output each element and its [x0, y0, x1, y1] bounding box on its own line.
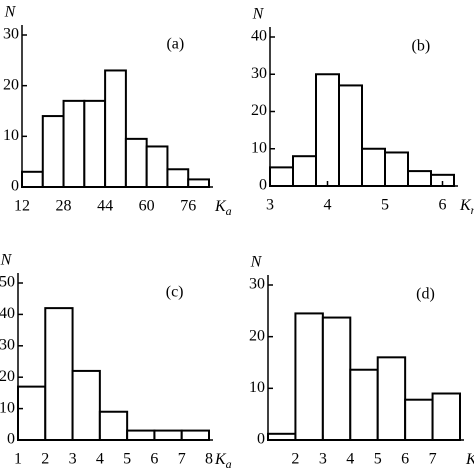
bar — [315, 73, 340, 187]
bar — [71, 369, 101, 442]
y-tick-label: 10 — [0, 399, 15, 416]
y-tick-label: 0 — [259, 177, 267, 194]
y-tick-label: 10 — [3, 127, 19, 144]
x-tick-label: 6 — [439, 197, 447, 214]
y-tick-label: 0 — [7, 431, 15, 448]
x-tick-label: 6 — [401, 451, 409, 468]
x-tick-label: 60 — [139, 198, 155, 215]
panel-label: (d) — [416, 286, 435, 303]
y-tick-label: 10 — [249, 379, 265, 396]
x-tick-label: 1 — [14, 451, 22, 468]
bar — [62, 99, 86, 188]
x-tick-label: 4 — [346, 451, 354, 468]
bar — [267, 432, 297, 441]
bar — [292, 155, 317, 187]
x-tick-label: 5 — [123, 451, 131, 468]
bar — [187, 178, 211, 188]
y-tick-label: 50 — [0, 274, 15, 291]
bar — [98, 410, 129, 441]
y-tick-label: 20 — [251, 102, 267, 119]
x-axis-label-main: K — [465, 451, 474, 468]
x-tick-label: 4 — [324, 197, 332, 214]
x-tick-label: 76 — [180, 198, 196, 215]
bar — [431, 392, 462, 441]
bar — [376, 356, 407, 442]
bar — [338, 84, 363, 187]
x-tick-label: 2 — [41, 451, 49, 468]
y-tick-label: 30 — [3, 26, 19, 43]
y-axis-label: N — [0, 252, 13, 269]
x-tick-label: 6 — [150, 451, 158, 468]
panel-label: (b) — [412, 38, 431, 55]
bar — [404, 398, 434, 442]
y-tick-label: 0 — [11, 178, 19, 195]
x-tick-label: 5 — [374, 451, 382, 468]
bar — [41, 115, 65, 188]
y-tick-label: 30 — [249, 276, 265, 293]
y-tick-label: 0 — [257, 431, 265, 448]
y-tick-label: 40 — [251, 28, 267, 45]
x-axis-label-sub: a — [226, 204, 232, 218]
x-axis-label: Kr — [465, 451, 474, 471]
y-tick-label: 30 — [251, 65, 267, 82]
bar — [349, 368, 379, 442]
bar — [124, 137, 148, 189]
panel-label: (a) — [166, 36, 184, 53]
bar — [104, 69, 127, 188]
y-tick-label: 20 — [3, 76, 19, 93]
x-axis-label-main: K — [459, 197, 472, 214]
x-tick-label: 3 — [319, 451, 327, 468]
x-tick-label: 2 — [291, 451, 299, 468]
y-tick-label: 40 — [0, 305, 15, 322]
y-axis-label: N — [4, 4, 17, 21]
x-tick-label: 8 — [205, 451, 213, 468]
x-axis-label-main: K — [214, 198, 227, 215]
y-tick-label: 20 — [249, 327, 265, 344]
bar — [269, 166, 294, 187]
x-axis-label: Ka — [214, 198, 232, 218]
bar — [361, 147, 386, 187]
y-axis-label: N — [252, 6, 265, 23]
bar — [180, 429, 210, 441]
bar — [126, 429, 156, 441]
x-tick-label: 3 — [69, 451, 77, 468]
bar — [166, 168, 190, 188]
x-tick-label: 5 — [381, 197, 389, 214]
x-axis-label-sub: n — [471, 203, 474, 217]
bar — [153, 429, 183, 441]
x-axis-label: Kn — [459, 197, 474, 217]
x-tick-label: 44 — [97, 198, 113, 215]
x-tick-label: 4 — [96, 451, 104, 468]
x-tick-label: 28 — [56, 198, 72, 215]
x-axis-label-main: K — [214, 451, 227, 468]
panel-label: (c) — [166, 284, 184, 301]
bar — [83, 99, 107, 188]
bar — [17, 385, 47, 441]
bar — [21, 170, 44, 189]
x-tick-label: 7 — [429, 451, 437, 468]
x-tick-label: 3 — [266, 197, 274, 214]
bar — [407, 170, 432, 188]
y-tick-label: 20 — [0, 368, 15, 385]
y-tick-label: 10 — [251, 139, 267, 156]
bar — [294, 312, 324, 441]
bar — [321, 316, 352, 441]
x-axis-label-sub: a — [226, 457, 232, 471]
x-axis-label: Ka — [214, 451, 232, 471]
x-tick-label: 7 — [178, 451, 186, 468]
bar — [384, 151, 409, 188]
y-axis-label: N — [250, 254, 263, 271]
x-tick-label: 12 — [14, 198, 30, 215]
bar — [145, 145, 169, 188]
bar — [44, 307, 74, 441]
y-tick-label: 30 — [0, 336, 15, 353]
